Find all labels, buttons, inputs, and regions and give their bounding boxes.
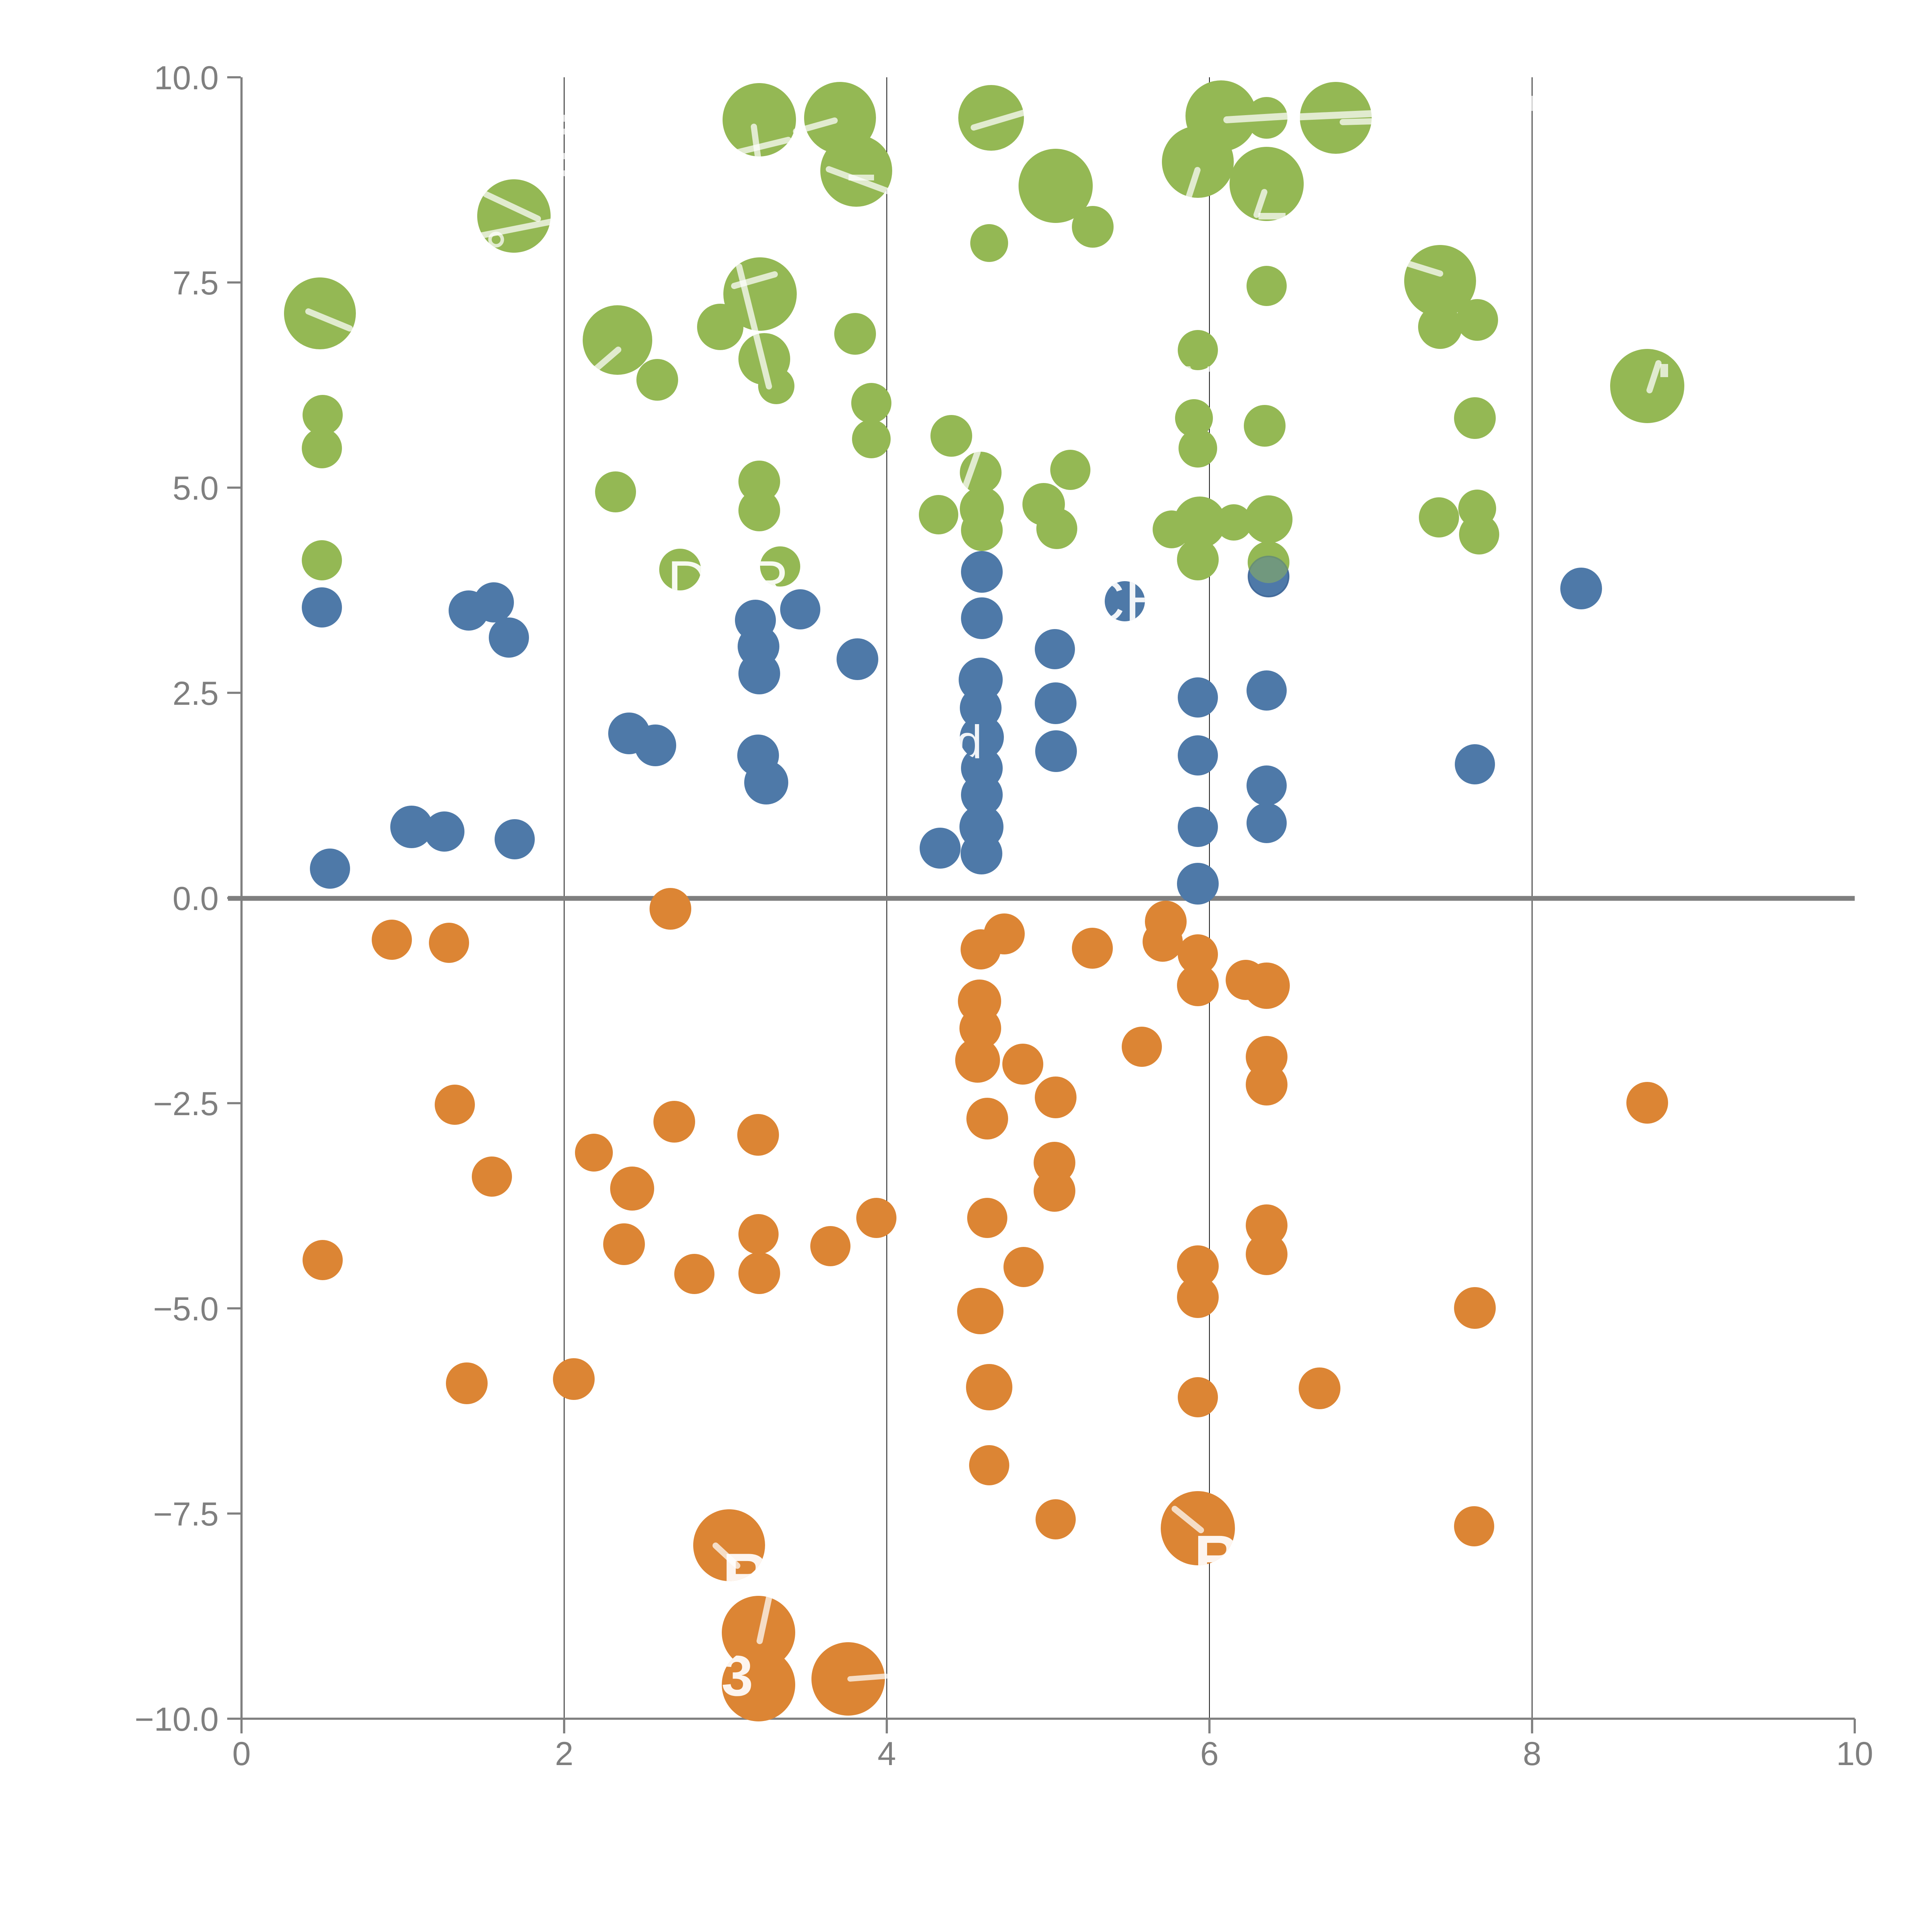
svg-text:5.0: 5.0 [172,470,219,507]
svg-text:0: 0 [232,1735,251,1772]
svg-text:0.0: 0.0 [172,880,219,917]
svg-text:CH: CH [1082,567,1168,634]
svg-text:−2.5: −2.5 [153,1085,219,1122]
svg-text:4: 4 [878,1735,896,1772]
svg-text:10.0: 10.0 [154,60,219,97]
svg-text:6: 6 [1200,1735,1219,1772]
svg-text:−7.5: −7.5 [153,1496,219,1533]
svg-text:−5.0: −5.0 [153,1291,219,1328]
svg-text:8: 8 [1523,1735,1541,1772]
svg-text:2.5: 2.5 [172,675,219,712]
svg-text:10: 10 [1836,1735,1873,1772]
svg-text:7.5: 7.5 [172,265,219,302]
svg-text:D: D [667,549,709,614]
svg-text:2: 2 [555,1735,573,1772]
svg-text:−10.0: −10.0 [134,1701,219,1738]
